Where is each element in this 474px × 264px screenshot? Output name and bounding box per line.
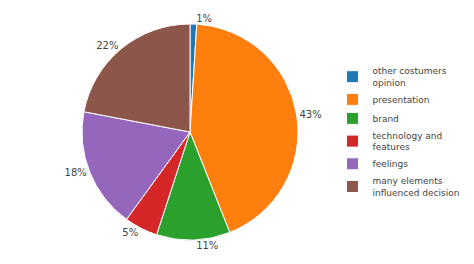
svg-text:other costumersopinion: other costumersopinion bbox=[372, 66, 446, 88]
svg-text:5%: 5% bbox=[122, 227, 138, 238]
svg-text:1%: 1% bbox=[196, 13, 212, 24]
svg-text:many elementsinfluenced decisi: many elementsinfluenced decision bbox=[372, 176, 459, 198]
svg-text:43%: 43% bbox=[299, 109, 321, 120]
svg-text:11%: 11% bbox=[196, 240, 218, 251]
svg-text:18%: 18% bbox=[65, 167, 87, 178]
svg-text:brand: brand bbox=[372, 114, 398, 124]
svg-text:feelings: feelings bbox=[372, 159, 408, 169]
svg-text:technology andfeatures: technology andfeatures bbox=[372, 131, 442, 153]
svg-text:presentation: presentation bbox=[372, 95, 429, 105]
svg-text:22%: 22% bbox=[96, 40, 118, 51]
